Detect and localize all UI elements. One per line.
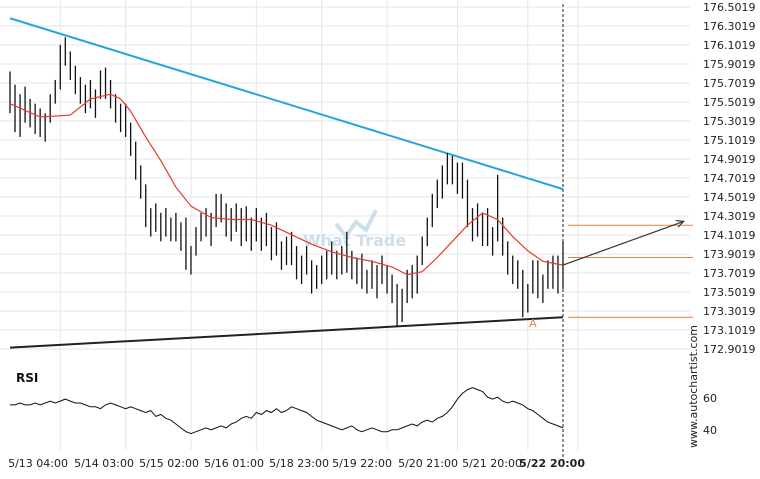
x-tick-label: 5/16 01:00	[204, 457, 264, 470]
y-tick-label: 175.7019	[703, 77, 756, 90]
arrow-head-icon	[675, 219, 685, 228]
y-tick-label: 175.5019	[703, 96, 756, 109]
y-tick-label: 176.1019	[703, 39, 756, 52]
x-axis: 5/13 04:00 5/14 03:00 5/15 02:00 5/16 01…	[8, 457, 585, 470]
watermark-logo-icon	[334, 209, 378, 240]
y-tick-label: 174.3019	[703, 210, 756, 223]
watermark-text: What Trade	[303, 231, 406, 250]
y-tick-label: 172.9019	[703, 343, 756, 356]
rsi-tick-label: 40	[703, 424, 717, 437]
x-tick-label: 5/13 04:00	[8, 457, 68, 470]
x-tick-label: 5/21 20:00	[462, 457, 522, 470]
moving-average-line	[9, 93, 564, 276]
y-tick-label: 173.9019	[703, 248, 756, 261]
x-tick-label: 5/14 03:00	[74, 457, 134, 470]
price-bars	[9, 37, 564, 327]
x-tick-label: 5/18 23:00	[269, 457, 329, 470]
x-tick-label: 5/19 22:00	[332, 457, 392, 470]
y-tick-label: 175.3019	[703, 115, 756, 128]
rsi-line	[10, 387, 564, 435]
y-tick-label: 175.9019	[703, 58, 756, 71]
rsi-tick-label: 60	[703, 392, 717, 405]
lower-trendline	[9, 316, 564, 349]
y-tick-label: 173.5019	[703, 286, 756, 299]
y-tick-label: 174.9019	[703, 153, 756, 166]
y-tick-label: 173.7019	[703, 267, 756, 280]
x-tick-label: 5/20 21:00	[398, 457, 458, 470]
x-tick-label: 5/22 20:00	[519, 457, 585, 470]
y-tick-label: 176.3019	[703, 20, 756, 33]
y-tick-label: 176.5019	[703, 1, 756, 14]
y-tick-label: 174.5019	[703, 191, 756, 204]
watermark: What Trade	[303, 209, 406, 250]
upper-trendline	[9, 17, 564, 191]
y-tick-label: 173.1019	[703, 324, 756, 337]
y-tick-label: 175.1019	[703, 134, 756, 147]
rsi-axis: 60 40	[703, 392, 717, 437]
rsi-title: RSI	[16, 371, 38, 385]
y-tick-label: 174.1019	[703, 229, 756, 242]
x-tick-label: 5/15 02:00	[139, 457, 199, 470]
y-tick-label: 174.7019	[703, 172, 756, 185]
y-axis: 176.5019 176.3019 176.1019 175.9019 175.…	[703, 1, 756, 356]
projection-arrow	[562, 220, 684, 266]
autochartist-side-label: www.autochartist.com	[687, 325, 700, 448]
y-tick-label: 173.3019	[703, 305, 756, 318]
pattern-point-label: A	[529, 317, 537, 330]
